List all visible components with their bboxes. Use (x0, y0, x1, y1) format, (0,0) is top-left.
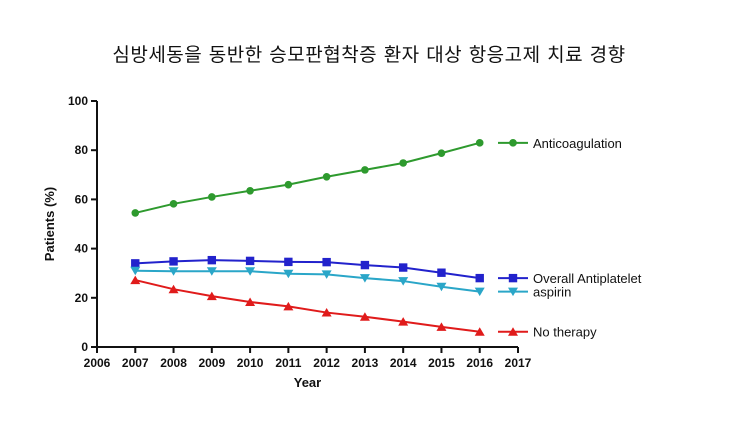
data-point (359, 274, 370, 283)
data-point (283, 269, 294, 279)
data-point (169, 257, 178, 266)
data-point (246, 186, 254, 195)
legend-marker (508, 327, 518, 336)
data-point (322, 257, 331, 267)
data-point (206, 291, 217, 301)
legend-label: Anticoagulation (533, 136, 622, 151)
x-tick-label: 2007 (122, 356, 149, 370)
x-tick-label: 2011 (275, 356, 301, 370)
x-tick-label: 2013 (352, 356, 379, 370)
data-point (474, 327, 485, 336)
y-tick-label: 100 (68, 94, 88, 108)
series-line (135, 141, 480, 214)
data-point (283, 301, 294, 311)
legend-item-no-therapy: No therapy (498, 325, 597, 340)
legend-item-overall-antiplatelet: Overall Antiplatelet (498, 271, 642, 286)
data-point (475, 139, 484, 147)
data-point (284, 257, 293, 267)
legend-label: aspirin (533, 285, 571, 300)
y-axis-title: Patients (%) (42, 187, 57, 261)
legend-item-anticoagulation: Anticoagulation (498, 136, 622, 151)
data-point (398, 277, 409, 286)
series-anticoagulation (131, 139, 484, 217)
x-tick-label: 2012 (313, 356, 340, 370)
x-tick-label: 2017 (505, 356, 532, 370)
y-tick-label: 60 (75, 192, 89, 206)
series-line (135, 269, 480, 293)
legend-label: Overall Antiplatelet (533, 271, 642, 286)
y-tick-label: 40 (75, 242, 89, 256)
legend-label: No therapy (533, 325, 597, 340)
series-overall-antiplatelet (131, 255, 484, 283)
series-line (135, 259, 480, 280)
x-tick-label: 2010 (237, 356, 264, 370)
axes: 0 20 40 60 80 100 2006 2007 2008 2009 2010 2011 2012… (42, 94, 532, 390)
data-point (437, 149, 446, 157)
series-line (135, 279, 480, 333)
data-point (208, 193, 216, 201)
data-point (131, 209, 140, 217)
legend-item-aspirin: aspirin (498, 285, 571, 300)
series-no-therapy (130, 275, 485, 336)
data-point (361, 166, 369, 174)
data-point (436, 282, 447, 292)
x-tick-label: 2009 (198, 356, 225, 370)
data-point (206, 267, 217, 276)
y-tick-label: 80 (75, 143, 89, 157)
data-point (169, 200, 178, 208)
legend-marker (509, 139, 517, 147)
data-point (399, 159, 407, 167)
x-tick-label: 2006 (84, 356, 111, 370)
x-axis-title: Year (294, 375, 321, 390)
data-point (245, 297, 256, 306)
data-point (207, 255, 217, 265)
data-point (245, 267, 256, 276)
series-layer (130, 139, 485, 336)
data-point (360, 260, 370, 270)
data-point (321, 270, 332, 279)
x-tick-label: 2016 (466, 356, 493, 370)
data-point (398, 263, 408, 272)
y-tick-label: 20 (75, 291, 89, 305)
data-point (474, 287, 485, 297)
data-point (322, 172, 331, 181)
x-tick-label: 2015 (428, 356, 455, 370)
data-point (475, 273, 484, 283)
data-point (130, 275, 141, 285)
x-tick-label: 2008 (160, 356, 187, 370)
legend: Anticoagulation Overall Antiplateletaspir… (498, 136, 642, 340)
y-tick-label: 0 (81, 340, 88, 354)
data-point (131, 259, 140, 268)
legend-marker (508, 287, 518, 297)
data-point (436, 322, 447, 331)
data-point (168, 284, 179, 294)
data-point (359, 312, 370, 321)
series-aspirin (130, 266, 485, 297)
legend-marker (508, 273, 518, 283)
data-point (245, 256, 255, 266)
data-point (284, 180, 293, 189)
data-point (321, 308, 332, 317)
data-point (168, 267, 179, 276)
x-tick-label: 2014 (390, 356, 417, 370)
data-point (437, 268, 446, 277)
data-point (398, 317, 409, 326)
chart-title: 심방세동을 동반한 승모판협착증 환자 대상 항응고제 치료 경향 (112, 44, 626, 66)
data-point (130, 266, 141, 276)
